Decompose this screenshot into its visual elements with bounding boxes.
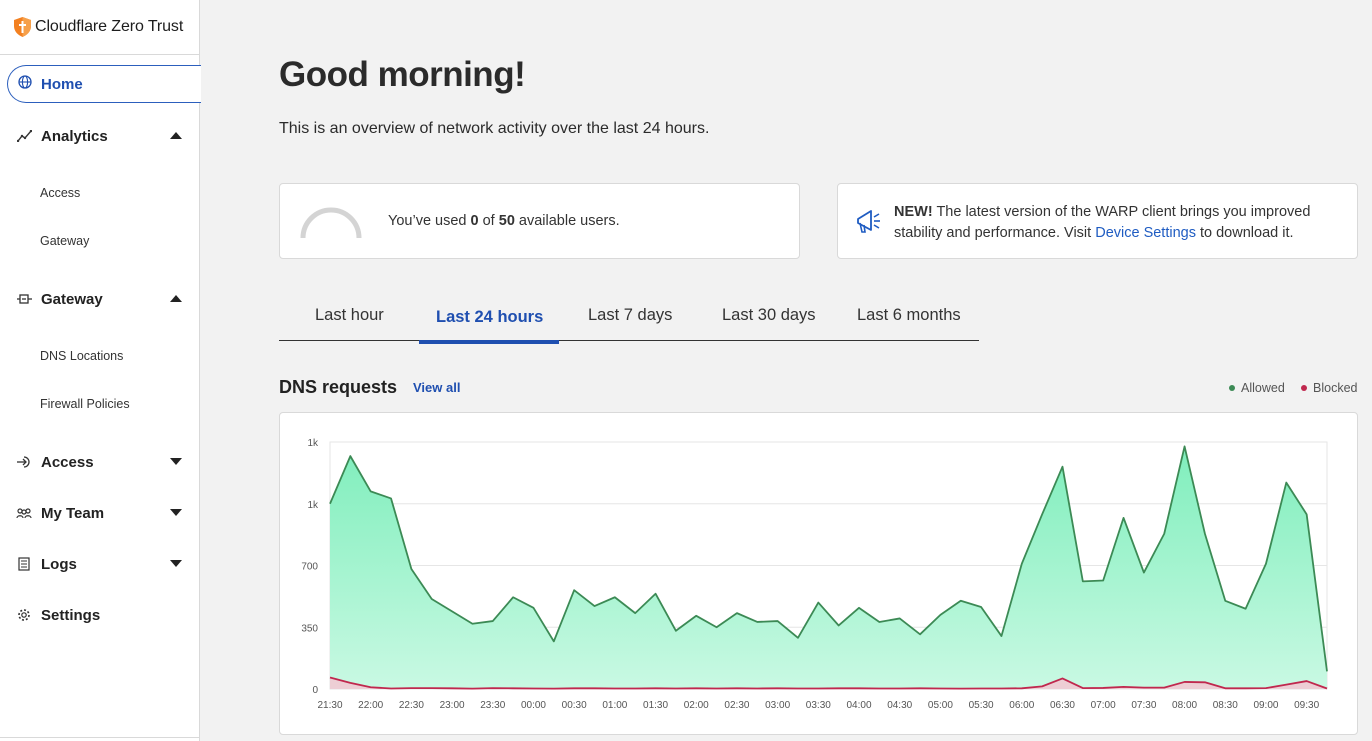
x-tick-label: 07:00 [1091, 700, 1116, 711]
announcement-text: NEW! The latest version of the WARP clie… [894, 204, 1311, 241]
allowed-area [330, 446, 1327, 689]
x-tick-label: 01:00 [602, 700, 627, 711]
chevron-down-icon[interactable] [170, 458, 182, 465]
sidebar-item-logs[interactable]: Logs [0, 549, 199, 579]
x-tick-label: 05:00 [928, 700, 953, 711]
x-tick-label: 22:30 [399, 700, 424, 711]
sidebar-item-label: My Team [41, 504, 105, 522]
chevron-down-icon[interactable] [170, 560, 182, 567]
legend-blocked-dot [1301, 385, 1307, 391]
chevron-up-icon[interactable] [170, 132, 182, 139]
gateway-icon [16, 291, 32, 307]
sidebar: Cloudflare Zero Trust Home Analytics Acc… [0, 0, 201, 741]
x-tick-label: 23:00 [440, 700, 465, 711]
view-all-link[interactable]: View all [413, 380, 461, 395]
x-tick-label: 08:00 [1172, 700, 1197, 711]
x-tick-label: 09:30 [1294, 700, 1319, 711]
sidebar-divider [0, 737, 199, 738]
x-tick-label: 04:00 [847, 700, 872, 711]
logs-icon [16, 556, 32, 572]
access-icon [16, 454, 32, 470]
y-tick-label: 700 [301, 562, 318, 573]
page-title: Good morning! [279, 55, 526, 94]
sidebar-item-label: Access [41, 453, 94, 471]
sidebar-subitem-firewall-policies[interactable]: Firewall Policies [40, 397, 130, 411]
y-tick-label: 1k [307, 500, 319, 511]
megaphone-icon [857, 210, 880, 233]
tab-last-hour[interactable]: Last hour [315, 306, 384, 324]
sidebar-item-label: Home [41, 75, 83, 93]
brand-name: Cloudflare Zero Trust [35, 18, 184, 35]
tab-last-30-days[interactable]: Last 30 days [722, 306, 816, 324]
sidebar-item-home[interactable]: Home [7, 65, 201, 103]
chevron-up-icon[interactable] [170, 295, 182, 302]
x-tick-label: 02:30 [724, 700, 749, 711]
y-tick-label: 1k [307, 438, 319, 449]
x-tick-label: 06:30 [1050, 700, 1075, 711]
blocked-line [329, 676, 1328, 690]
sidebar-item-gateway[interactable]: Gateway [0, 284, 199, 314]
x-tick-label: 01:30 [643, 700, 668, 711]
sidebar-subitem-gateway[interactable]: Gateway [40, 234, 90, 248]
x-tick-label: 21:30 [317, 700, 342, 711]
device-settings-link[interactable]: Device Settings [1095, 225, 1196, 241]
x-tick-label: 00:00 [521, 700, 546, 711]
x-tick-label: 03:30 [806, 700, 831, 711]
sidebar-item-label: Logs [41, 555, 77, 573]
x-tick-label: 00:30 [562, 700, 587, 711]
x-tick-label: 08:30 [1213, 700, 1238, 711]
gear-icon [16, 607, 32, 623]
globe-icon [18, 74, 32, 94]
x-tick-label: 07:30 [1131, 700, 1156, 711]
y-tick-label: 350 [301, 623, 318, 634]
users-usage-text: You’ve used 0 of 50 available users. [388, 213, 620, 229]
active-tab-indicator [419, 340, 559, 344]
sidebar-item-access[interactable]: Access [0, 447, 199, 477]
legend-allowed-dot [1229, 385, 1235, 391]
dns-chart-card: 0 350 700 1k 1k 21:30 22:00 22:30 23:00 23:30 00:0… [279, 412, 1358, 735]
users-total-count: 50 [498, 213, 515, 229]
sidebar-item-settings[interactable]: Settings [0, 600, 199, 630]
page-subtitle: This is an overview of network activity … [279, 120, 710, 137]
x-tick-label: 04:30 [887, 700, 912, 711]
y-tick-label: 0 [312, 685, 318, 696]
users-used-count: 0 [470, 213, 479, 229]
dns-requests-chart: 0 350 700 1k 1k 21:30 22:00 22:30 23:00 23:30 00:0… [301, 438, 1328, 711]
tab-last-24-hours[interactable]: Last 24 hours [436, 308, 544, 326]
team-icon [16, 505, 32, 521]
tab-last-7-days[interactable]: Last 7 days [588, 306, 673, 324]
sidebar-subitem-access[interactable]: Access [40, 186, 81, 200]
legend-blocked: Blocked [1301, 381, 1357, 395]
analytics-icon [16, 128, 32, 144]
brand[interactable]: Cloudflare Zero Trust [0, 0, 199, 55]
sidebar-item-label: Gateway [41, 290, 103, 308]
sidebar-item-analytics[interactable]: Analytics [0, 121, 199, 151]
users-card: You’ve used 0 of 50 available users. [279, 183, 800, 259]
new-badge: NEW! [894, 204, 933, 220]
sidebar-item-label: Analytics [41, 127, 108, 145]
announcement-card: NEW! The latest version of the WARP clie… [837, 183, 1358, 259]
x-tick-label: 23:30 [480, 700, 505, 711]
x-tick-label: 05:30 [969, 700, 994, 711]
sidebar-item-my-team[interactable]: My Team [0, 498, 199, 528]
x-tick-label: 09:00 [1253, 700, 1278, 711]
tab-last-6-months[interactable]: Last 6 months [857, 306, 961, 324]
x-tick-label: 06:00 [1009, 700, 1034, 711]
shield-logo-icon [14, 17, 31, 37]
sidebar-item-label: Settings [41, 606, 101, 624]
x-tick-label: 22:00 [358, 700, 383, 711]
time-range-tabs: Last hour Last 24 hours Last 7 days Last… [279, 300, 979, 344]
allowed-line [329, 445, 1328, 672]
dns-requests-title: DNS requests [279, 377, 398, 397]
sidebar-subitem-dns-locations[interactable]: DNS Locations [40, 349, 124, 363]
x-tick-label: 02:00 [684, 700, 709, 711]
x-tick-label: 03:00 [765, 700, 790, 711]
legend-allowed: Allowed [1229, 381, 1285, 395]
usage-gauge-icon [300, 207, 362, 239]
chevron-down-icon[interactable] [170, 509, 182, 516]
